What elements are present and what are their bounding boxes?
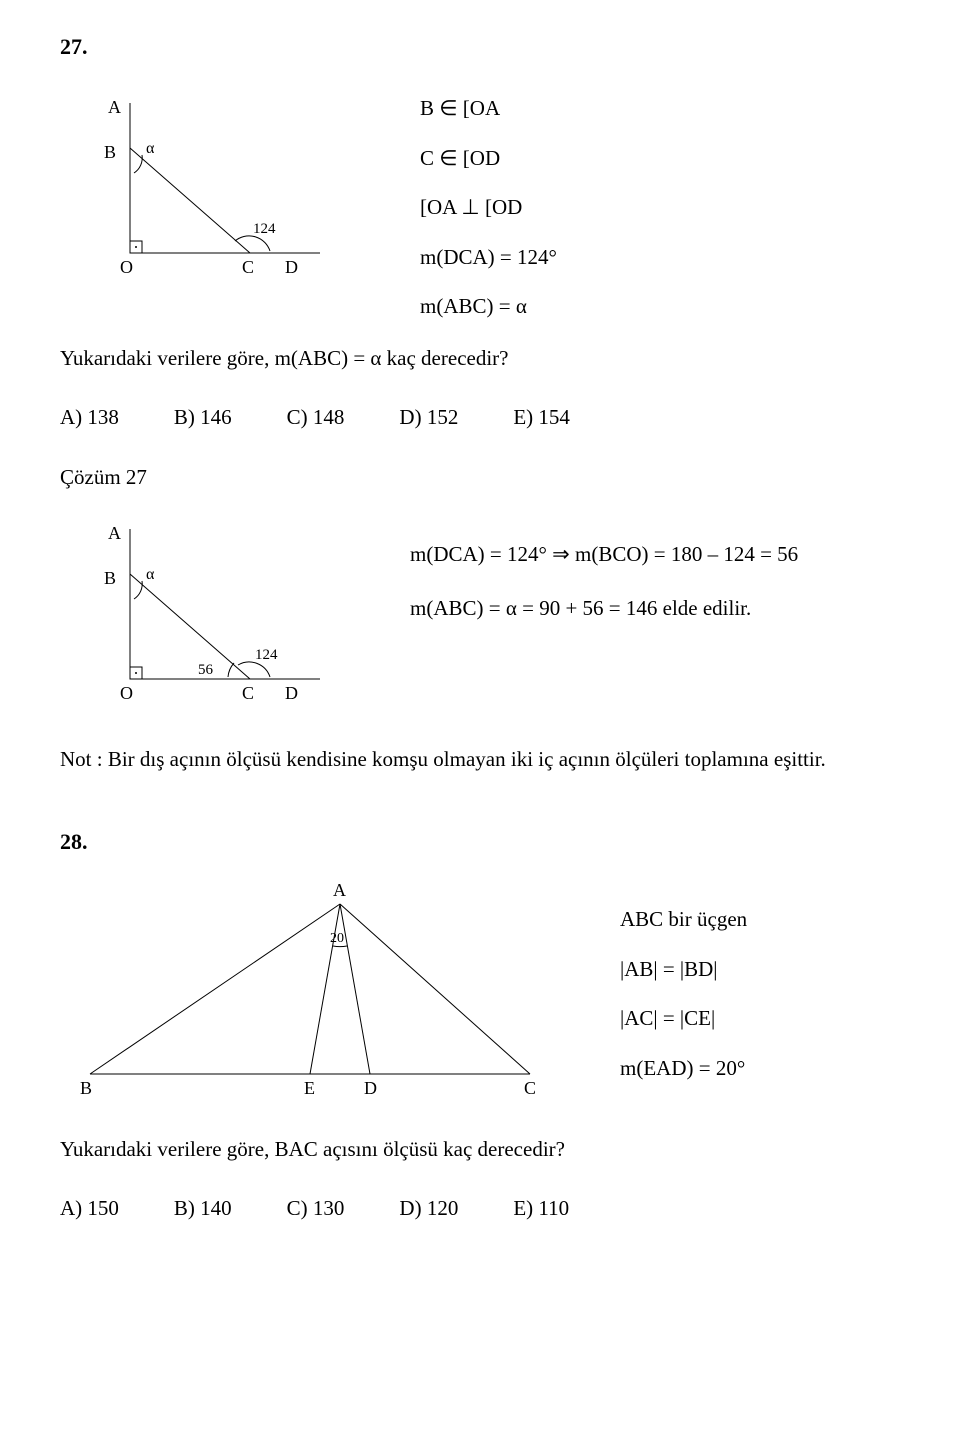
fig2-label-A: A — [108, 523, 121, 543]
fig28-label-B: B — [80, 1078, 92, 1098]
q27-number: 27. — [60, 30, 910, 63]
q28-figure: 20 A B E D C — [60, 874, 560, 1114]
q28-choice-c: C) 130 — [287, 1193, 345, 1225]
q27-given-0: B ∈ [OA — [420, 93, 557, 125]
q27-choice-a: A) 138 — [60, 402, 119, 434]
fig1-label-124: 124 — [253, 221, 276, 237]
q28-given-0: ABC bir üçgen — [620, 904, 747, 936]
q27-given: B ∈ [OA C ∈ [OD [OA ⊥ [OD m(DCA) = 124° … — [380, 83, 557, 323]
fig2-label-D: D — [285, 683, 298, 703]
q27-given-2: [OA ⊥ [OD — [420, 192, 557, 224]
q28-row: 20 A B E D C ABC bir üçgen |AB| = |BD| |… — [60, 874, 910, 1114]
q28-choice-b: B) 140 — [174, 1193, 232, 1225]
fig2-label-C: C — [242, 683, 254, 703]
q27-choice-e: E) 154 — [513, 402, 570, 434]
fig1-label-alpha: α — [146, 140, 155, 157]
q27-given-1: C ∈ [OD — [420, 143, 557, 175]
q28-prompt: Yukarıdaki verilere göre, BAC açısını öl… — [60, 1134, 910, 1166]
fig28-label-A: A — [333, 880, 346, 900]
q27-figure2: A B α O C D 56 124 — [60, 509, 340, 714]
q27-given-3: m(DCA) = 124° — [420, 242, 557, 274]
q27-figure1: A B α O C D 124 — [60, 83, 340, 283]
q28-choice-a: A) 150 — [60, 1193, 119, 1225]
q28-given-2: |AC| = |CE| — [620, 1003, 747, 1035]
fig2-label-56: 56 — [198, 662, 214, 678]
q28-number: 28. — [60, 825, 910, 858]
q28-choice-e: E) 110 — [513, 1193, 569, 1225]
q27-given-4: m(ABC) = α — [420, 291, 557, 323]
q28-choice-d: D) 120 — [399, 1193, 458, 1225]
q27-sol-line-0: m(DCA) = 124° ⇒ m(BCO) = 180 – 124 = 56 — [410, 539, 798, 571]
fig2-label-O: O — [120, 683, 133, 703]
q27-prompt: Yukarıdaki verilere göre, m(ABC) = α kaç… — [60, 343, 910, 375]
q27-choice-c: C) 148 — [287, 402, 345, 434]
fig1-label-O: O — [120, 257, 133, 273]
fig1-label-C: C — [242, 257, 254, 273]
q28-given-1: |AB| = |BD| — [620, 954, 747, 986]
q27-choice-b: B) 146 — [174, 402, 232, 434]
q27-solution-label: Çözüm 27 — [60, 462, 910, 494]
q27-sol-line-1: m(ABC) = α = 90 + 56 = 146 elde edilir. — [410, 593, 798, 625]
fig28-label-C: C — [524, 1078, 536, 1098]
fig2-label-B: B — [104, 568, 116, 588]
q27-solution-text: m(DCA) = 124° ⇒ m(BCO) = 180 – 124 = 56 … — [390, 509, 798, 624]
q27-choice-d: D) 152 — [399, 402, 458, 434]
fig28-label-D: D — [364, 1078, 377, 1098]
q27-row: A B α O C D 124 B ∈ [OA C ∈ [OD [OA — [60, 83, 910, 323]
q27-solution-row: A B α O C D 56 124 m(DCA) = 124° ⇒ m(BCO… — [60, 509, 910, 714]
fig2-label-124: 124 — [255, 647, 278, 663]
q27-note: Not : Bir dış açının ölçüsü kendisine ko… — [60, 744, 910, 776]
q28-given: ABC bir üçgen |AB| = |BD| |AC| = |CE| m(… — [600, 874, 747, 1084]
fig1-label-B: B — [104, 142, 116, 162]
q28-choices: A) 150 B) 140 C) 130 D) 120 E) 110 — [60, 1193, 910, 1225]
fig28-label-20: 20 — [330, 931, 344, 946]
q28-given-3: m(EAD) = 20° — [620, 1053, 747, 1085]
fig2-label-alpha: α — [146, 566, 155, 583]
q27-choices: A) 138 B) 146 C) 148 D) 152 E) 154 — [60, 402, 910, 434]
fig28-label-E: E — [304, 1078, 315, 1098]
fig1-label-D: D — [285, 257, 298, 273]
fig1-label-A: A — [108, 97, 121, 117]
